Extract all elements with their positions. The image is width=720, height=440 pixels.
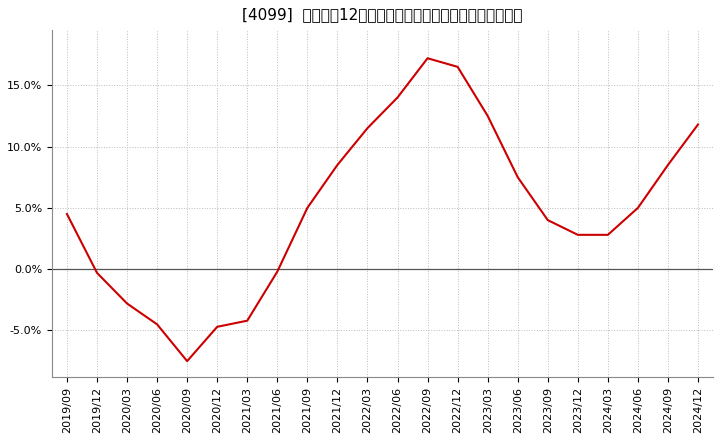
Title: [4099]  売上高の12か月移動合計の対前年同期増減率の推移: [4099] 売上高の12か月移動合計の対前年同期増減率の推移	[242, 7, 523, 22]
